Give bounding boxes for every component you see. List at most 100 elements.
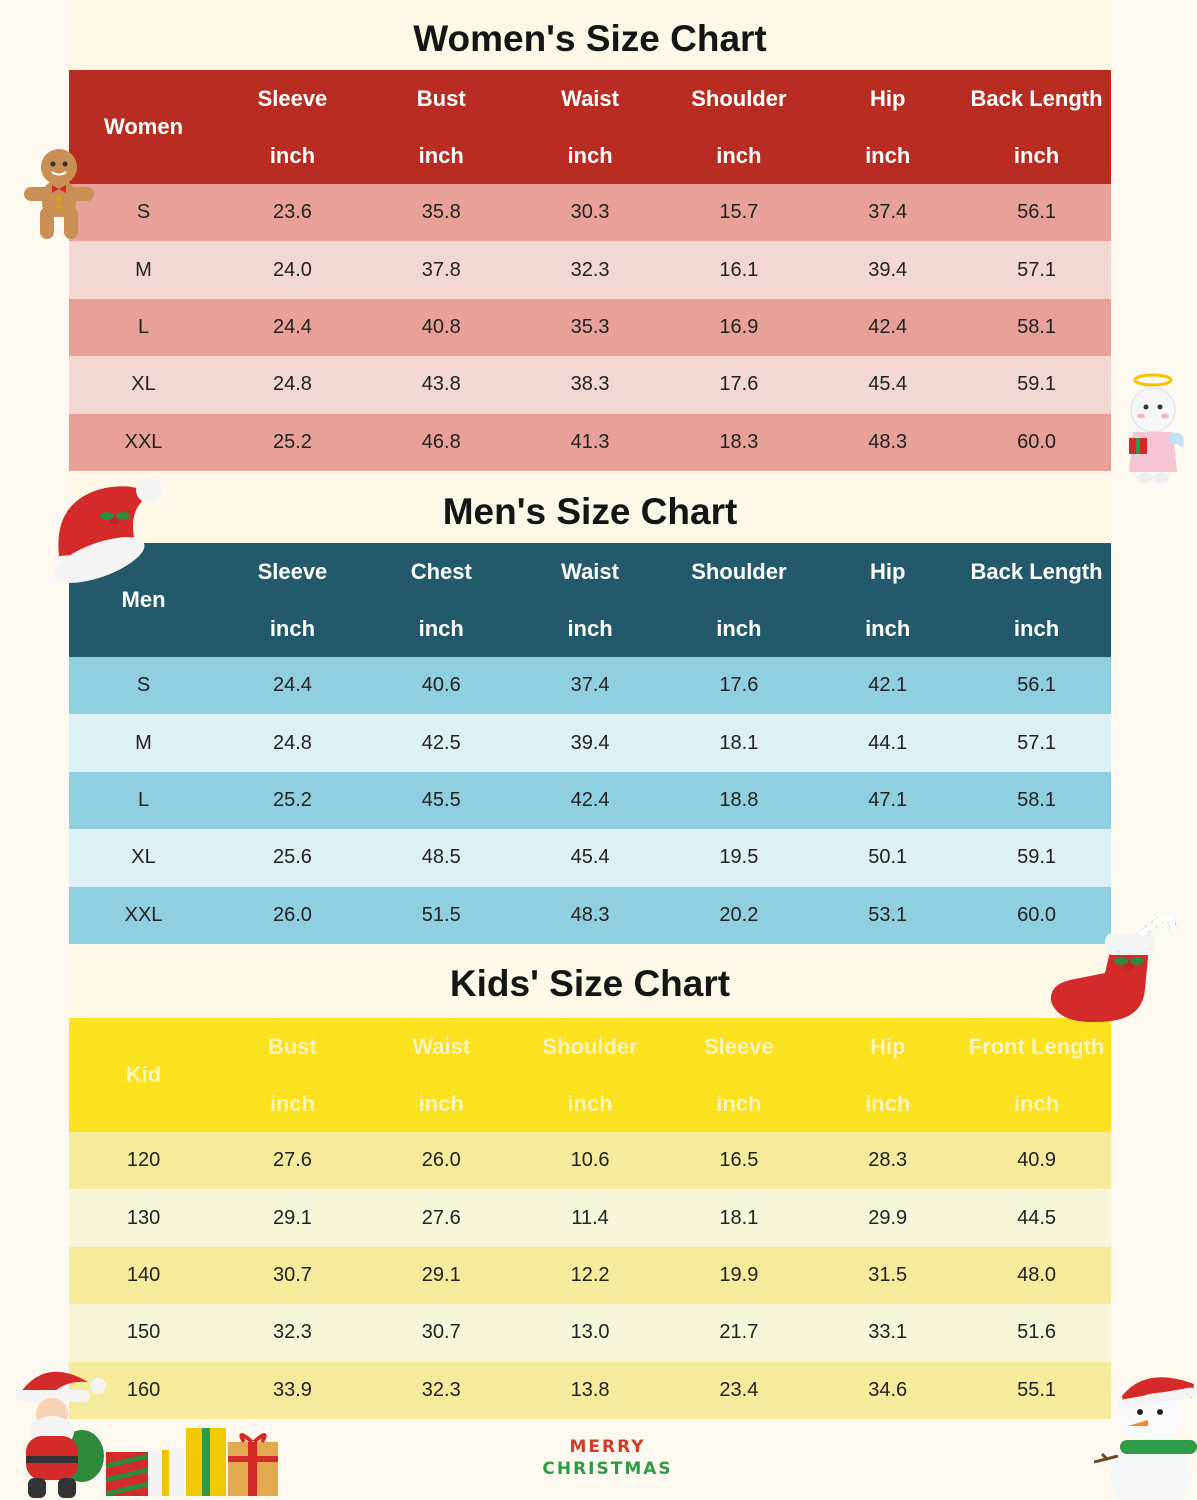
table-row: 130 29.1 27.6 11.4 18.1 29.9 44.5 (69, 1189, 1111, 1247)
measurement-cell: 39.4 (515, 714, 665, 772)
table-row: 120 27.6 26.0 10.6 16.5 28.3 40.9 (69, 1132, 1111, 1190)
table-row: XL 25.6 48.5 45.4 19.5 50.1 59.1 (69, 829, 1111, 887)
size-label: 140 (69, 1246, 219, 1305)
measurement-cell: 48.0 (962, 1246, 1111, 1305)
angel-snowman-icon (1129, 373, 1184, 483)
measurement-cell: 45.4 (515, 829, 665, 887)
santa-hat-icon (53, 477, 162, 583)
measurement-cell: 28.3 (813, 1132, 963, 1190)
size-label: XXL (69, 413, 219, 471)
column-header: Sleeve (257, 85, 328, 111)
unit-label: inch (418, 142, 464, 168)
measurement-cell: 29.1 (366, 1246, 516, 1305)
table-row: L 25.2 45.5 42.4 18.8 47.1 58.1 (69, 771, 1111, 830)
women-table-body: S 23.6 35.8 30.3 15.7 37.4 56.1 M 24.0 37.8 32.3 16… (69, 184, 1111, 471)
measurement-cell: 40.8 (366, 298, 516, 357)
table-row: 140 30.7 29.1 12.2 19.9 31.5 48.0 (69, 1246, 1111, 1305)
measurement-cell: 32.3 (218, 1304, 367, 1362)
measurement-cell: 44.1 (813, 714, 963, 772)
column-header: Waist (561, 85, 619, 111)
measurement-cell: 19.9 (664, 1246, 814, 1305)
column-header: Shoulder (691, 85, 787, 111)
measurement-cell: 16.5 (664, 1132, 814, 1190)
size-label: M (69, 714, 219, 772)
measurement-cell: 57.1 (962, 714, 1111, 772)
snowman-icon (1094, 1377, 1197, 1500)
size-label: XL (69, 356, 219, 414)
measurement-cell: 38.3 (515, 356, 665, 414)
measurement-cell: 27.6 (366, 1189, 516, 1247)
gingerbread-man-icon (24, 149, 94, 239)
measurement-cell: 59.1 (962, 829, 1111, 887)
measurement-cell: 23.6 (218, 184, 367, 242)
unit-label: inch (1013, 142, 1060, 168)
measurement-cell: 17.6 (664, 356, 814, 414)
column-header: Hip (869, 85, 906, 111)
women-panel (69, 0, 1111, 70)
measurement-cell: 42.1 (813, 657, 963, 715)
measurement-cell: 16.9 (664, 298, 814, 357)
column-header: Chest (410, 558, 472, 584)
merry-christmas-logo: MERRY CHRISTMAS (525, 1436, 690, 1480)
unit-label: inch (1013, 615, 1060, 641)
measurement-cell: 24.4 (218, 657, 367, 715)
column-header: Hip (869, 1033, 906, 1059)
measurement-cell: 37.4 (813, 184, 963, 242)
measurement-cell: 17.6 (664, 657, 814, 715)
men-header-label: Men (121, 587, 166, 612)
measurement-cell: 32.3 (366, 1361, 516, 1419)
kids-table-body: 120 27.6 26.0 10.6 16.5 28.3 40.9 130 29.1 27.6 11… (69, 1132, 1111, 1419)
measurement-cell: 18.1 (664, 1189, 814, 1247)
measurement-cell: 45.5 (366, 771, 516, 830)
measurement-cell: 37.4 (515, 657, 665, 715)
measurement-cell: 42.4 (813, 298, 963, 357)
table-row: XL 24.8 43.8 38.3 17.6 45.4 59.1 (69, 356, 1111, 414)
size-label: L (69, 298, 219, 357)
measurement-cell: 32.3 (515, 241, 665, 299)
unit-label: inch (269, 142, 316, 168)
table-row: S 23.6 35.8 30.3 15.7 37.4 56.1 (69, 184, 1111, 242)
column-header: Sleeve (257, 558, 328, 584)
women-chart-title: Women's Size Chart (413, 18, 767, 59)
measurement-cell: 16.1 (664, 241, 814, 299)
measurement-cell: 40.6 (366, 657, 516, 715)
size-label: 160 (69, 1361, 219, 1419)
measurement-cell: 18.1 (664, 714, 814, 772)
measurement-cell: 48.3 (813, 413, 963, 471)
size-label: L (69, 771, 219, 830)
measurement-cell: 59.1 (962, 356, 1111, 414)
table-row: XXL 26.0 51.5 48.3 20.2 53.1 60.0 (69, 886, 1111, 944)
column-header: Shoulder (691, 558, 787, 584)
measurement-cell: 33.1 (813, 1304, 963, 1362)
unit-label: inch (1013, 1090, 1060, 1116)
size-label: S (69, 657, 219, 715)
measurement-cell: 33.9 (218, 1361, 367, 1419)
unit-label: inch (865, 142, 911, 168)
christmas-stocking-icon (1050, 917, 1177, 1023)
measurement-cell: 15.7 (664, 184, 814, 242)
measurement-cell: 48.5 (366, 829, 516, 887)
unit-label: inch (865, 615, 911, 641)
unit-label: inch (269, 1090, 316, 1116)
measurement-cell: 24.4 (218, 298, 367, 357)
measurement-cell: 35.8 (366, 184, 516, 242)
measurement-cell: 24.8 (218, 356, 367, 414)
measurement-cell: 35.3 (515, 298, 665, 357)
merry-text: MERRY (569, 1437, 646, 1457)
measurement-cell: 29.1 (218, 1189, 367, 1247)
men-panel (69, 473, 1111, 543)
measurement-cell: 40.9 (962, 1132, 1111, 1190)
measurement-cell: 21.7 (664, 1304, 814, 1362)
column-header: Back Length (970, 85, 1103, 111)
measurement-cell: 57.1 (962, 241, 1111, 299)
measurement-cell: 42.4 (515, 771, 665, 830)
women-size-table: Women Sleeve Bust Waist Shoulder Hip Bac… (69, 70, 1111, 471)
measurement-cell: 58.1 (962, 298, 1111, 357)
measurement-cell: 42.5 (366, 714, 516, 772)
measurement-cell: 34.6 (813, 1361, 963, 1419)
gift-boxes-icon (105, 1428, 278, 1497)
measurement-cell: 60.0 (962, 886, 1111, 944)
table-row: 160 33.9 32.3 13.8 23.4 34.6 55.1 (69, 1361, 1111, 1419)
column-header: Sleeve (704, 1033, 774, 1059)
measurement-cell: 41.3 (515, 413, 665, 471)
